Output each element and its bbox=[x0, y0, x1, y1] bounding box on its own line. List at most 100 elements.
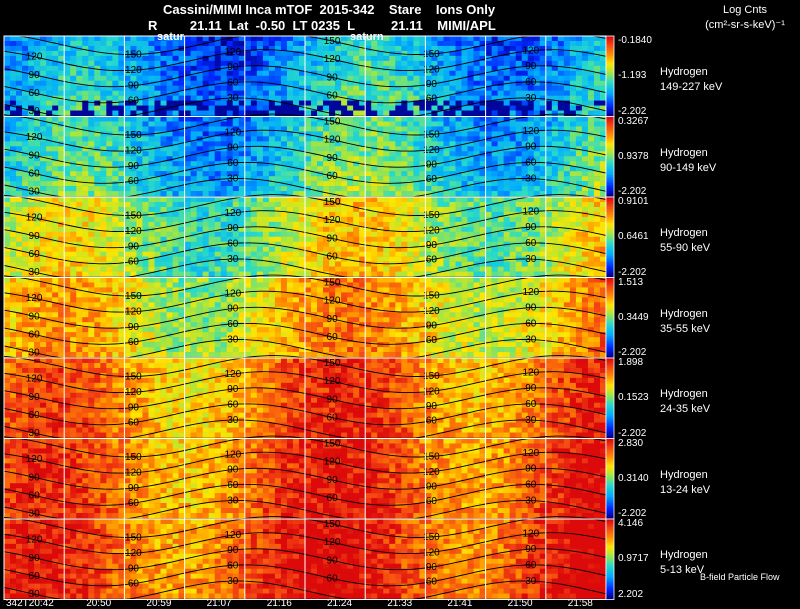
heatmap-cell bbox=[551, 216, 559, 223]
heatmap-cell bbox=[40, 50, 47, 57]
heatmap-cell bbox=[280, 40, 288, 47]
heatmap-cell bbox=[467, 146, 474, 152]
heatmap-cell bbox=[329, 251, 336, 257]
contour-label: 120 bbox=[522, 207, 539, 218]
heatmap-cell bbox=[551, 65, 559, 72]
heatmap-cell bbox=[226, 266, 234, 272]
heatmap-cell bbox=[515, 197, 523, 203]
heatmap-cell bbox=[208, 45, 215, 52]
heatmap-cell bbox=[365, 261, 372, 267]
heatmap-cell bbox=[184, 186, 191, 192]
heatmap-cell bbox=[431, 186, 438, 192]
heatmap-cell bbox=[593, 100, 601, 106]
heatmap-cell bbox=[250, 166, 258, 172]
heatmap-cell bbox=[262, 186, 270, 192]
heatmap-cell bbox=[16, 136, 23, 142]
heatmap-cell bbox=[268, 75, 276, 82]
heatmap-cell bbox=[443, 146, 450, 152]
heatmap-cell bbox=[118, 110, 125, 116]
heatmap-cell bbox=[178, 271, 185, 277]
heatmap-cell bbox=[196, 116, 203, 122]
heatmap-cell bbox=[437, 90, 444, 96]
heatmap-cell bbox=[244, 141, 252, 147]
heatmap-cell bbox=[52, 126, 59, 132]
heatmap-cell bbox=[587, 105, 595, 111]
heatmap-cell bbox=[202, 95, 209, 101]
heatmap-cell bbox=[371, 70, 378, 77]
heatmap-cell bbox=[298, 206, 306, 213]
heatmap-cell bbox=[359, 90, 366, 96]
heatmap-cell bbox=[461, 251, 468, 257]
heatmap-cell bbox=[443, 90, 450, 96]
heatmap-cell bbox=[4, 60, 11, 67]
heatmap-cell bbox=[335, 151, 342, 157]
heatmap-cell bbox=[365, 186, 372, 192]
heatmap-cell bbox=[569, 166, 577, 172]
heatmap-cell bbox=[437, 80, 444, 86]
heatmap-cell bbox=[136, 136, 143, 142]
heatmap-cell bbox=[286, 161, 294, 167]
heatmap-cell bbox=[587, 197, 595, 203]
heatmap-cell bbox=[365, 55, 372, 62]
heatmap-cell bbox=[353, 211, 360, 218]
heatmap-cell bbox=[244, 186, 252, 192]
heatmap-cell bbox=[82, 191, 89, 197]
heatmap-cell bbox=[34, 256, 41, 262]
heatmap-cell bbox=[76, 246, 83, 252]
heatmap-cell bbox=[431, 126, 438, 132]
heatmap-cell bbox=[52, 65, 59, 72]
heatmap-cell bbox=[473, 216, 480, 223]
heatmap-cell bbox=[34, 201, 41, 208]
heatmap-cell bbox=[16, 55, 23, 62]
heatmap-cell bbox=[46, 161, 53, 167]
heatmap-cell bbox=[521, 110, 529, 116]
heatmap-cell bbox=[599, 236, 607, 243]
heatmap-cell bbox=[154, 85, 161, 91]
heatmap-cell bbox=[22, 271, 29, 277]
heatmap-cell bbox=[395, 161, 402, 167]
heatmap-cell bbox=[298, 226, 306, 233]
heatmap-cell bbox=[184, 221, 191, 228]
colorbar-segment bbox=[606, 58, 614, 61]
heatmap-cell bbox=[515, 70, 523, 77]
heatmap-cell bbox=[383, 70, 390, 77]
heatmap-cell bbox=[88, 266, 95, 272]
heatmap-cell bbox=[100, 70, 107, 77]
heatmap-cell bbox=[533, 246, 541, 252]
heatmap-cell bbox=[136, 80, 143, 86]
heatmap-cell bbox=[118, 55, 125, 62]
heatmap-cell bbox=[16, 85, 23, 91]
heatmap-cell bbox=[353, 266, 360, 272]
heatmap-cell bbox=[154, 221, 161, 228]
heatmap-cell bbox=[425, 197, 432, 203]
heatmap-cell bbox=[178, 221, 185, 228]
heatmap-cell bbox=[509, 85, 516, 91]
heatmap-cell bbox=[106, 236, 113, 243]
heatmap-cell bbox=[124, 171, 131, 177]
heatmap-cell bbox=[539, 211, 547, 218]
contour-label: 150 bbox=[125, 211, 142, 222]
heatmap-cell bbox=[172, 45, 179, 52]
heatmap-cell bbox=[575, 156, 583, 162]
heatmap-cell bbox=[545, 197, 553, 203]
heatmap-cell bbox=[347, 216, 354, 223]
heatmap-cell bbox=[46, 266, 53, 272]
heatmap-cell bbox=[94, 197, 101, 203]
heatmap-cell bbox=[437, 197, 444, 203]
heatmap-cell bbox=[515, 266, 523, 272]
heatmap-cell bbox=[160, 36, 167, 42]
heatmap-cell bbox=[250, 216, 258, 223]
heatmap-cell bbox=[329, 80, 336, 86]
heatmap-cell bbox=[425, 166, 432, 172]
heatmap-cell bbox=[256, 271, 264, 277]
contour-label: 60 bbox=[227, 158, 239, 169]
heatmap-cell bbox=[268, 216, 276, 223]
heatmap-cell bbox=[485, 186, 492, 192]
heatmap-cell bbox=[539, 271, 547, 277]
heatmap-cell bbox=[274, 45, 282, 52]
heatmap-cell bbox=[220, 40, 228, 47]
heatmap-cell bbox=[166, 131, 173, 137]
heatmap-cell bbox=[118, 251, 125, 257]
heatmap-cell bbox=[70, 136, 77, 142]
heatmap-cell bbox=[455, 131, 462, 137]
